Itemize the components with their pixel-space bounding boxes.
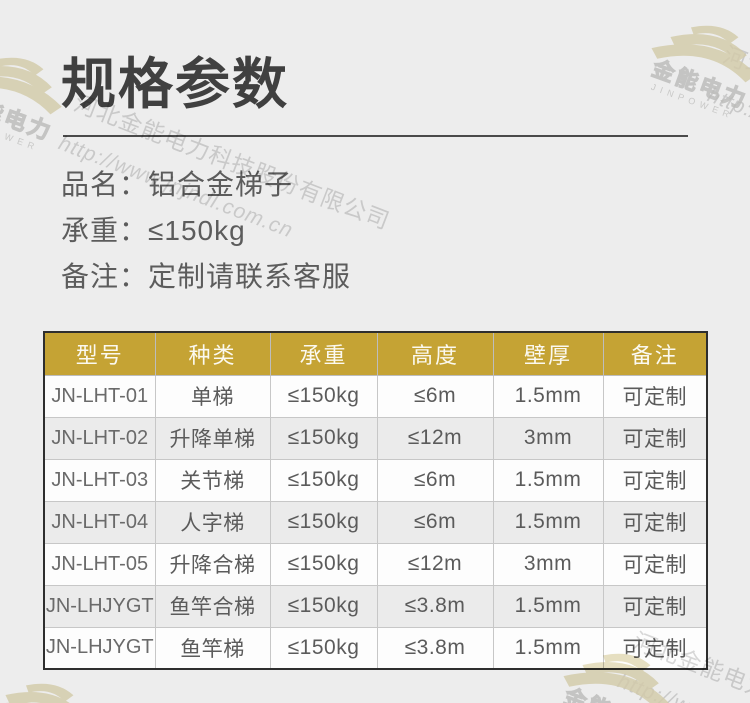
cell-type: 升降单梯	[154, 416, 271, 460]
cell-remark: 可定制	[602, 500, 708, 544]
cell-height: ≤3.8m	[376, 584, 494, 628]
cell-remark: 可定制	[602, 416, 708, 460]
cell-thickness: 1.5mm	[492, 458, 604, 502]
col-header-type: 种类	[154, 331, 271, 376]
title-underline	[63, 135, 688, 137]
table-row: JN-LHT-01 单梯 ≤150kg ≤6m 1.5mm 可定制	[43, 374, 708, 418]
page-title: 规格参数	[61, 53, 290, 115]
cell-thickness: 1.5mm	[492, 374, 604, 418]
cell-thickness: 1.5mm	[492, 584, 604, 628]
cell-load: ≤150kg	[269, 542, 378, 586]
spec-table-body: JN-LHT-01 单梯 ≤150kg ≤6m 1.5mm 可定制 JN-LHT…	[43, 374, 708, 670]
cell-model: JN-LHJYGT	[43, 626, 156, 670]
cell-model: JN-LHT-01	[43, 374, 156, 418]
table-row: JN-LHJYGT 鱼竿梯 ≤150kg ≤3.8m 1.5mm 可定制	[43, 626, 708, 670]
col-header-remark: 备注	[602, 331, 708, 376]
cell-height: ≤12m	[376, 542, 494, 586]
cell-load: ≤150kg	[269, 458, 378, 502]
cell-remark: 可定制	[602, 542, 708, 586]
cell-thickness: 3mm	[492, 416, 604, 460]
info-line-load-capacity: 承重：≤150kg	[61, 215, 246, 246]
cell-type: 单梯	[154, 374, 271, 418]
cell-height: ≤3.8m	[376, 626, 494, 670]
cell-remark: 可定制	[602, 626, 708, 670]
cell-load: ≤150kg	[269, 416, 378, 460]
col-header-model: 型号	[43, 331, 156, 376]
header-row: 型号 种类 承重 高度 壁厚 备注	[43, 331, 708, 376]
cell-remark: 可定制	[602, 458, 708, 502]
cell-load: ≤150kg	[269, 500, 378, 544]
table-row: JN-LHT-04 人字梯 ≤150kg ≤6m 1.5mm 可定制	[43, 500, 708, 544]
cell-load: ≤150kg	[269, 584, 378, 628]
cell-thickness: 1.5mm	[492, 500, 604, 544]
cell-type: 升降合梯	[154, 542, 271, 586]
table-row: JN-LHJYGT 鱼竿合梯 ≤150kg ≤3.8m 1.5mm 可定制	[43, 584, 708, 628]
cell-height: ≤6m	[376, 374, 494, 418]
cell-remark: 可定制	[602, 584, 708, 628]
cell-type: 鱼竿梯	[154, 626, 271, 670]
col-header-thickness: 壁厚	[492, 331, 604, 376]
col-header-load: 承重	[269, 331, 378, 376]
cell-remark: 可定制	[602, 374, 708, 418]
spec-table: 型号 种类 承重 高度 壁厚 备注 JN-LHT-01 单梯 ≤150kg ≤6…	[43, 331, 708, 670]
cell-load: ≤150kg	[269, 626, 378, 670]
table-row: JN-LHT-03 关节梯 ≤150kg ≤6m 1.5mm 可定制	[43, 458, 708, 502]
table-row: JN-LHT-05 升降合梯 ≤150kg ≤12m 3mm 可定制	[43, 542, 708, 586]
cell-type: 关节梯	[154, 458, 271, 502]
cell-height: ≤6m	[376, 500, 494, 544]
spec-table-head: 型号 种类 承重 高度 壁厚 备注	[43, 331, 708, 376]
cell-model: JN-LHJYGT	[43, 584, 156, 628]
cell-type: 鱼竿合梯	[154, 584, 271, 628]
cell-model: JN-LHT-05	[43, 542, 156, 586]
cell-model: JN-LHT-04	[43, 500, 156, 544]
cell-model: JN-LHT-03	[43, 458, 156, 502]
spec-table-wrap: 型号 种类 承重 高度 壁厚 备注 JN-LHT-01 单梯 ≤150kg ≤6…	[43, 331, 708, 670]
cell-height: ≤12m	[376, 416, 494, 460]
col-header-height: 高度	[376, 331, 494, 376]
cell-thickness: 1.5mm	[492, 626, 604, 670]
table-row: JN-LHT-02 升降单梯 ≤150kg ≤12m 3mm 可定制	[43, 416, 708, 460]
cell-load: ≤150kg	[269, 374, 378, 418]
cell-height: ≤6m	[376, 458, 494, 502]
product-info-block: 品名：铝合金梯子 承重：≤150kg 备注：定制请联系客服	[61, 162, 351, 300]
info-line-remark: 备注：定制请联系客服	[61, 261, 352, 292]
info-line-product-name: 品名：铝合金梯子	[61, 169, 294, 200]
cell-model: JN-LHT-02	[43, 416, 156, 460]
cell-type: 人字梯	[154, 500, 271, 544]
cell-thickness: 3mm	[492, 542, 604, 586]
